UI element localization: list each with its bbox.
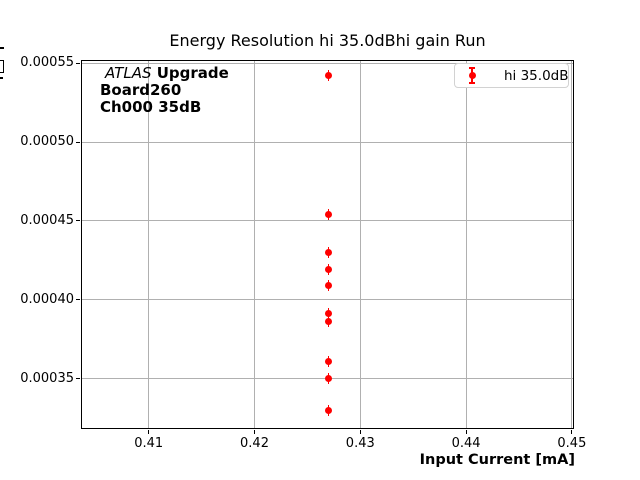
x-gridline [148, 60, 150, 429]
x-tick-mark [571, 430, 573, 434]
y-tick-mark [76, 141, 80, 143]
y-tick-label: 0.00035 [20, 370, 74, 386]
y-tick-mark [76, 62, 80, 64]
y-gridline [81, 141, 574, 143]
y-tick-label: 0.00045 [20, 212, 74, 228]
x-gridline [571, 60, 573, 429]
data-point [325, 282, 333, 289]
x-tick-label: 0.42 [240, 436, 269, 451]
y-axis-label-fragment [0, 60, 4, 73]
data-point [325, 406, 333, 414]
legend-label: hi 35.0dB [504, 67, 569, 84]
data-point [325, 357, 333, 365]
annotation-block: ATLAS Upgrade Board260 Ch000 35dB [100, 65, 229, 116]
data-point [325, 248, 333, 256]
annotation-line-3: Ch000 35dB [100, 98, 202, 116]
x-tick-label: 0.45 [557, 436, 587, 451]
y-gridline [81, 299, 574, 301]
x-tick-mark [465, 430, 467, 434]
y-axis-label-clipped [0, 46, 5, 92]
y-tick-mark [76, 220, 80, 222]
errorbar-dot [468, 72, 476, 79]
annotation-line-2: Board260 [100, 81, 182, 99]
legend: hi 35.0dB [454, 63, 569, 88]
errorbar-point-icon [464, 66, 480, 85]
y-axis-label-fragment [0, 47, 4, 49]
x-tick-mark [254, 430, 255, 434]
x-tick-label: 0.41 [134, 436, 164, 451]
x-tick-label: 0.43 [345, 436, 375, 451]
y-axis-label-fragment [0, 77, 3, 79]
x-gridline [359, 60, 361, 429]
x-tick-mark [359, 430, 361, 434]
x-tick-label: 0.44 [451, 436, 481, 451]
data-point [325, 310, 333, 318]
y-tick-label: 0.00050 [20, 134, 74, 149]
data-point [325, 72, 333, 80]
chart-title: Energy Resolution hi 35.0dBhi gain Run [169, 31, 486, 50]
data-point [325, 318, 333, 326]
x-gridline [254, 60, 255, 429]
y-tick-label: 0.00040 [20, 291, 74, 307]
atlas-label: ATLAS [105, 64, 152, 82]
y-gridline [81, 220, 574, 222]
annotation-line-1: ATLAS Upgrade [100, 65, 229, 82]
x-axis-label: Input Current [mA] [419, 452, 575, 468]
y-gridline [81, 62, 574, 64]
errorbar-bottom-cap [469, 82, 475, 84]
x-tick-mark [148, 430, 150, 434]
data-point [325, 266, 333, 274]
x-gridline [465, 60, 467, 429]
y-tick-label: 0.00055 [20, 55, 74, 71]
y-tick-mark [76, 299, 80, 301]
data-point [325, 375, 333, 383]
upgrade-label: Upgrade [151, 64, 229, 82]
y-tick-mark [76, 378, 80, 380]
data-point [325, 211, 333, 219]
